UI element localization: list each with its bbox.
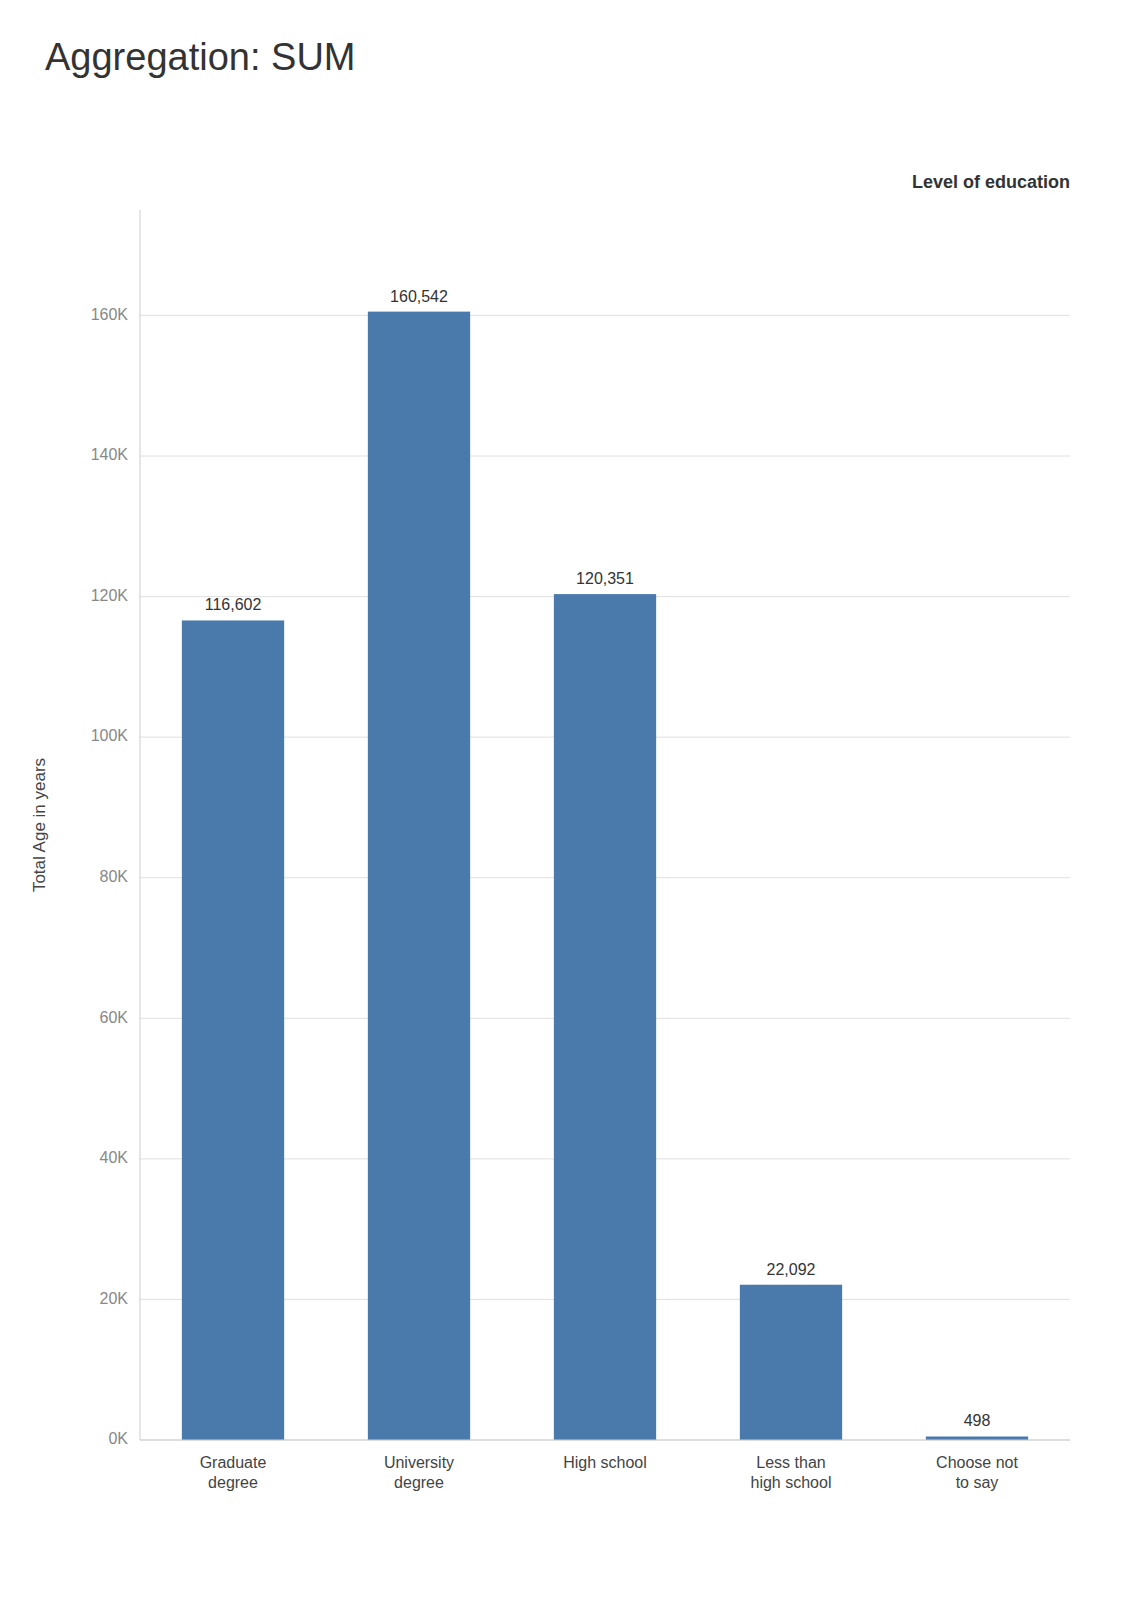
x-tick-label-line: to say <box>956 1474 999 1491</box>
title: Aggregation: SUM <box>45 36 356 78</box>
x-tick-label-line: degree <box>208 1474 258 1491</box>
bars <box>182 312 1028 1440</box>
x-ticks: Graduate degree University degree High schoo… <box>200 1454 1019 1491</box>
grid-line <box>140 456 1070 457</box>
x-tick-label-line: high school <box>751 1474 832 1491</box>
x-tick-label: High school <box>563 1454 647 1471</box>
y-tick-label: 100K <box>91 727 129 744</box>
x-tick-label-line: degree <box>394 1474 444 1491</box>
x-tick-label-line: Graduate <box>200 1454 267 1471</box>
grid <box>140 315 1070 1440</box>
data-label: 22,092 <box>767 1261 816 1278</box>
y-tick-label: 140K <box>91 446 129 463</box>
bar <box>368 312 470 1440</box>
bar <box>926 1436 1028 1440</box>
bar <box>182 620 284 1440</box>
x-tick-label: Less than high school <box>751 1454 832 1491</box>
grid-line <box>140 315 1070 316</box>
x-tick-label-line: Less than <box>756 1454 825 1471</box>
data-label: 160,542 <box>390 288 448 305</box>
bar <box>554 594 656 1440</box>
x-tick-label: Graduate degree <box>200 1454 267 1491</box>
x-tick-label-line: Choose not <box>936 1454 1018 1471</box>
x-tick-label: University degree <box>384 1454 454 1491</box>
y-tick-label: 60K <box>100 1009 129 1026</box>
x-axis-label: Level of education <box>912 172 1070 192</box>
data-label: 120,351 <box>576 570 634 587</box>
y-tick-label: 80K <box>100 868 129 885</box>
data-labels: 116,602 160,542 120,351 22,092 498 <box>205 288 991 1430</box>
grid-line <box>140 1440 1070 1441</box>
y-tick-label: 20K <box>100 1290 129 1307</box>
data-label: 116,602 <box>205 596 262 613</box>
y-axis-line <box>140 210 141 1440</box>
x-tick-label-line: University <box>384 1454 454 1471</box>
x-axis-line <box>140 1440 1070 1441</box>
x-tick-label-line: High school <box>563 1454 647 1471</box>
y-tick-label: 0K <box>108 1430 128 1447</box>
y-tick-label: 160K <box>91 306 129 323</box>
y-ticks: 0K 20K 40K 60K 80K 100K 120K 140K 160K <box>91 306 129 1448</box>
y-axis-label: Total Age in years <box>30 758 49 892</box>
bar <box>740 1285 842 1440</box>
chart-svg: Aggregation: SUM Level of education Total … <box>0 0 1125 1600</box>
chart-container: Aggregation: SUM Level of education Total … <box>0 0 1125 1600</box>
x-tick-label: Choose not to say <box>936 1454 1018 1491</box>
data-label: 498 <box>964 1412 991 1429</box>
y-tick-label: 40K <box>100 1149 129 1166</box>
y-tick-label: 120K <box>91 587 129 604</box>
